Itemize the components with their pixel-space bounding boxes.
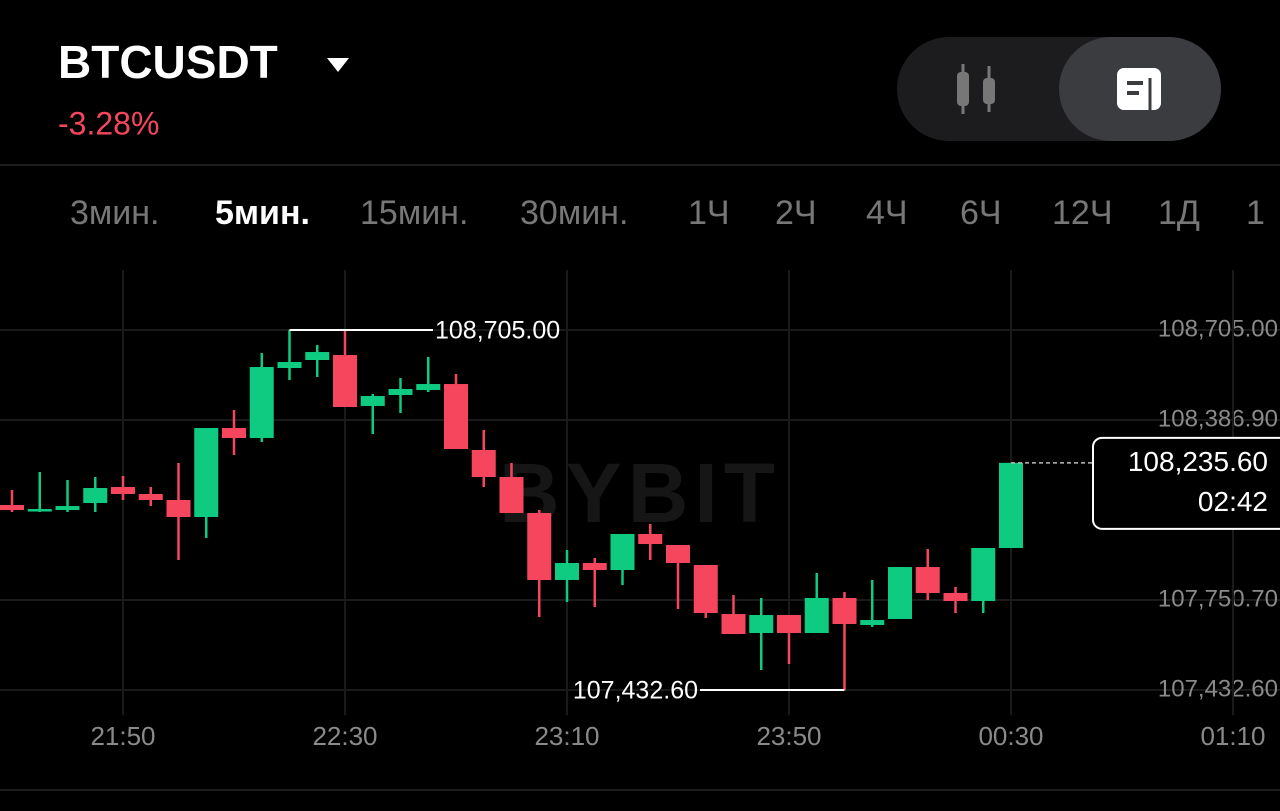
timeframe-tab[interactable]: 6Ч	[960, 194, 1002, 232]
candle-body	[915, 567, 940, 593]
last-price-label: 108,235.60	[1128, 446, 1268, 477]
y-tick-label: 107,750.70	[1158, 585, 1278, 612]
symbol-dropdown[interactable]	[327, 58, 349, 72]
price-change: -3.28%	[58, 105, 159, 141]
candle-body	[333, 355, 357, 407]
candle-body	[888, 567, 912, 620]
timeframe-tab[interactable]: 4Ч	[866, 194, 908, 232]
high-marker-label: 108,705.00	[435, 317, 560, 345]
candle-body	[0, 505, 24, 511]
icon	[1127, 81, 1143, 85]
timeframe-tab[interactable]: 1Ч	[688, 194, 730, 232]
timeframe-tabs: 3мин. 5мин. 15мин. 30мин. 1Ч 2Ч 4Ч 6Ч 12Ч 1Д 1	[70, 194, 1265, 232]
candle-body	[499, 477, 524, 514]
candle-body	[582, 563, 607, 571]
candle-body	[83, 488, 108, 504]
candle-body	[666, 545, 690, 564]
candle-body	[444, 384, 468, 450]
timeframe-tab[interactable]: 12Ч	[1052, 194, 1112, 232]
candle-body	[194, 428, 219, 518]
candle-body	[305, 352, 330, 361]
candle-body	[360, 396, 385, 407]
candle-body	[471, 450, 496, 478]
candle-body	[277, 362, 302, 369]
chart: BYBIT108,705.00108,386.90107,750.70107,4…	[0, 270, 1280, 751]
timeframe-tab[interactable]: 15мин.	[360, 194, 468, 232]
y-tick-label: 108,386.90	[1158, 405, 1278, 432]
candle-body	[832, 598, 857, 625]
candle-view-button[interactable]	[957, 64, 995, 114]
x-tick-label: 00:30	[978, 721, 1043, 751]
candle-body	[721, 614, 746, 635]
candle-body	[27, 509, 52, 512]
timeframe-tab[interactable]: 3мин.	[70, 194, 160, 232]
timeframe-tab[interactable]: 30мин.	[520, 194, 628, 232]
x-tick-label: 23:50	[756, 721, 821, 751]
timeframe-tab[interactable]: 1	[1246, 194, 1265, 232]
candle-body	[999, 462, 1023, 549]
x-tick-label: 01:10	[1200, 721, 1265, 751]
candle-body	[222, 428, 246, 439]
last-price-box	[1092, 436, 1280, 530]
y-tick-label: 108,705.00	[1158, 315, 1278, 342]
candle-body	[166, 499, 191, 518]
candle-body	[388, 389, 413, 396]
icon	[1117, 68, 1161, 110]
candle-body	[555, 563, 579, 581]
candle-body	[943, 592, 968, 602]
candle-body	[971, 548, 996, 602]
timeframe-tab[interactable]: 2Ч	[775, 194, 817, 232]
candle-body	[638, 534, 663, 545]
low-marker-label: 107,432.60	[573, 677, 698, 705]
timeframe-tab[interactable]: 1Д	[1158, 194, 1200, 232]
candle-body	[804, 598, 829, 634]
candle-body	[527, 513, 552, 581]
candle-body	[693, 565, 718, 614]
countdown: 02:42	[1198, 486, 1268, 517]
candle-body	[610, 534, 635, 571]
candle-body	[55, 506, 80, 511]
icon	[1127, 91, 1139, 95]
candle-body	[138, 493, 163, 500]
candle-body	[777, 615, 801, 634]
symbol[interactable]: BTCUSDT	[58, 36, 278, 88]
candle-body	[111, 487, 135, 494]
candle-body	[749, 615, 774, 634]
candle-body	[416, 384, 441, 391]
x-tick-label: 23:10	[534, 721, 599, 751]
candle-body	[860, 620, 885, 625]
timeframe-tab[interactable]: 5мин.	[215, 194, 310, 232]
x-tick-label: 22:30	[312, 721, 377, 751]
y-tick-label: 107,432.60	[1158, 675, 1278, 702]
x-tick-label: 21:50	[90, 721, 155, 751]
candle-body	[249, 367, 274, 439]
